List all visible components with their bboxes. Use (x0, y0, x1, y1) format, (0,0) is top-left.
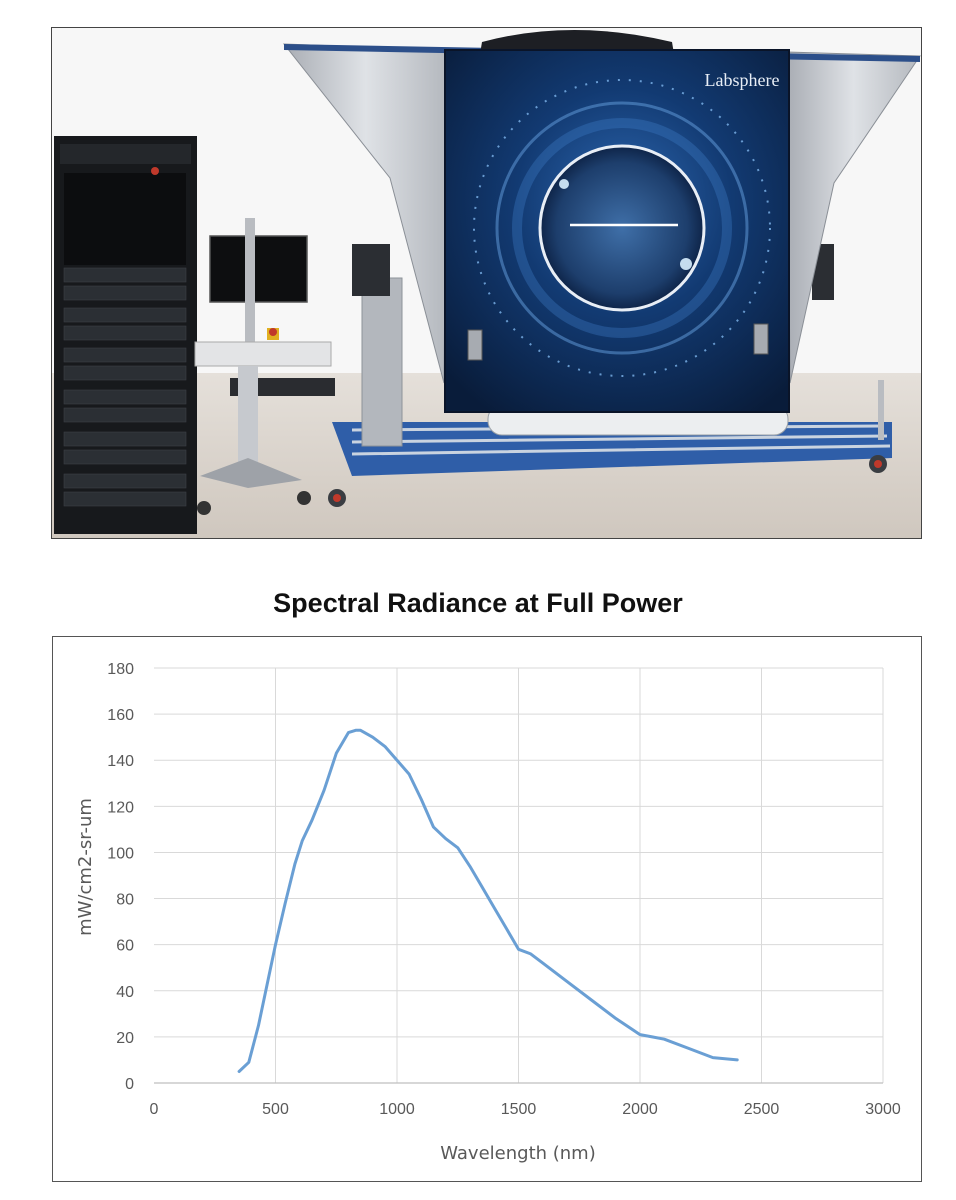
y-tick-label: 120 (107, 799, 134, 816)
x-axis-label: Wavelength (nm) (440, 1143, 596, 1164)
x-tick-label: 2000 (622, 1101, 658, 1118)
integrating-sphere-system-image: Labsphere (52, 28, 921, 538)
x-tick-label: 1500 (501, 1101, 537, 1118)
y-tick-label: 0 (125, 1076, 134, 1093)
y-tick-label: 140 (107, 753, 134, 770)
y-tick-label: 180 (107, 661, 134, 678)
chart-frame: 0 20 40 60 80 100 120 140 160 180 0 500 1000 1500 200… (52, 636, 922, 1182)
y-tick-label: 20 (116, 1030, 134, 1047)
chart-gridlines (154, 667, 884, 1083)
sphere-front-panel: Labsphere (444, 49, 790, 413)
series-line-0 (237, 728, 739, 1073)
x-tick-labels: 0 500 1000 1500 2000 2500 3000 (150, 1101, 901, 1118)
labsphere-logo: Labsphere (705, 70, 780, 90)
y-tick-label: 60 (116, 938, 134, 955)
x-tick-label: 2500 (744, 1101, 780, 1118)
y-tick-label: 40 (116, 984, 134, 1001)
x-tick-label: 1000 (379, 1101, 415, 1118)
x-tick-label: 3000 (865, 1101, 901, 1118)
y-axis-label: mW/cm2-sr-um (75, 798, 96, 936)
equipment-rack (54, 136, 197, 534)
spectral-radiance-chart: 0 20 40 60 80 100 120 140 160 180 0 500 1000 1500 200… (75, 661, 901, 1164)
y-tick-label: 160 (107, 707, 134, 724)
operator-workstation (194, 218, 335, 515)
x-tick-label: 0 (150, 1101, 159, 1118)
chart-series (237, 728, 739, 1073)
x-tick-label: 500 (262, 1101, 289, 1118)
product-photo: Labsphere (51, 27, 922, 539)
y-tick-label: 80 (116, 892, 134, 909)
chart-title: Spectral Radiance at Full Power (273, 588, 683, 618)
y-tick-label: 100 (107, 845, 134, 862)
y-tick-labels: 0 20 40 60 80 100 120 140 160 180 (107, 661, 134, 1093)
